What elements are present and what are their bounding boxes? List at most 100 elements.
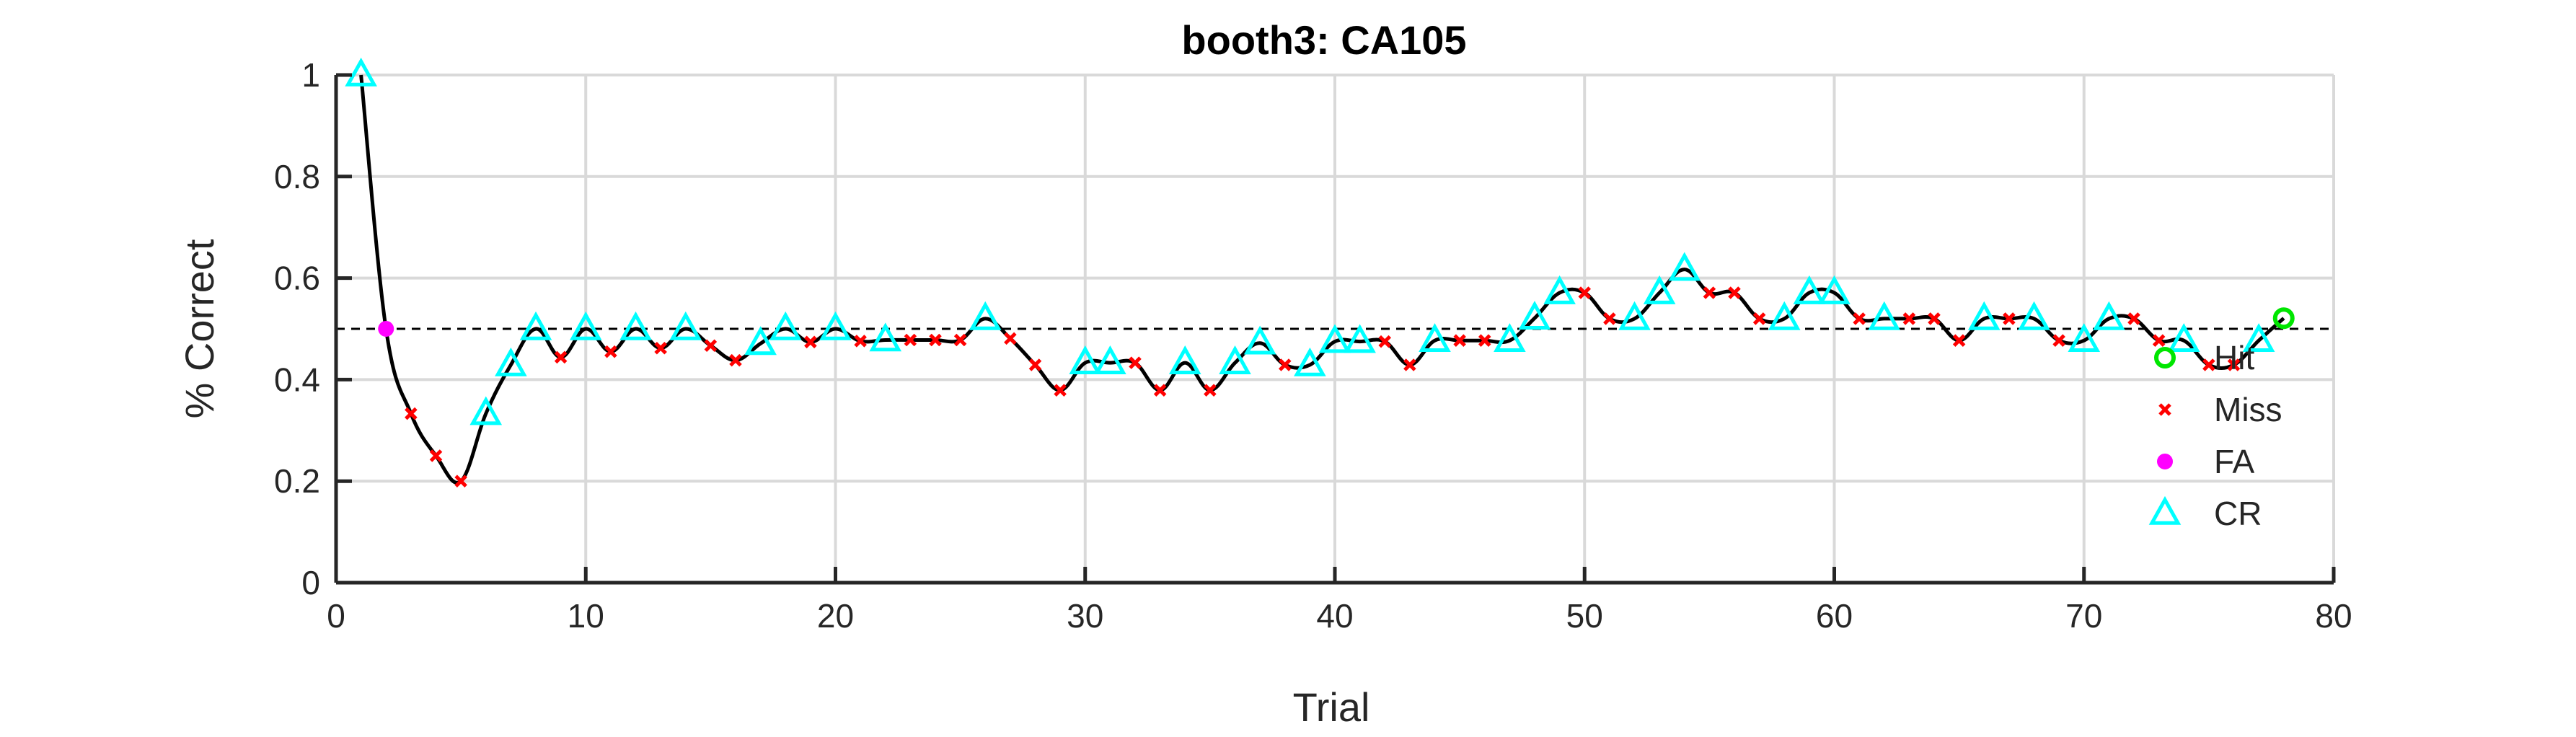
miss-stroke: [1478, 334, 1491, 347]
miss-marker: [2202, 358, 2215, 371]
miss-marker: [854, 335, 867, 348]
miss-marker: [1728, 286, 1741, 299]
miss-stroke: [604, 345, 617, 358]
cr-marker: [1094, 345, 1126, 374]
cr-marker: [2167, 323, 2200, 352]
cr-marker: [2018, 301, 2050, 330]
miss-marker: [1902, 312, 1916, 325]
cr-marker: [1543, 275, 1576, 304]
miss-marker: [1752, 312, 1766, 325]
legend-label: FA: [2214, 443, 2255, 480]
miss-stroke: [854, 335, 867, 348]
legend-label: Miss: [2214, 391, 2282, 428]
cr-marker: [345, 57, 377, 87]
cr-marker: [669, 311, 702, 340]
miss-marker: [929, 333, 942, 347]
miss-stroke: [929, 333, 942, 347]
x-tick-label: 80: [2315, 597, 2352, 635]
cr-marker: [1318, 324, 1351, 353]
cr-marker: [2068, 323, 2101, 352]
x-tick-labels: 0 10 20 30 40 50 60 70 80: [327, 597, 2352, 635]
x-tick-label: 50: [1566, 597, 1603, 635]
cr-marker: [2093, 301, 2125, 330]
cr-marker: [869, 322, 902, 352]
miss-marker: [1153, 384, 1167, 397]
miss-marker: [604, 345, 617, 358]
miss-marker: [1028, 358, 1042, 371]
y-tick-label: 0.6: [274, 260, 320, 297]
cr-marker: [1793, 275, 1826, 304]
cr-marker: [619, 311, 652, 340]
miss-marker: [554, 350, 568, 364]
hit-legend-marker: [2154, 347, 2176, 368]
miss-marker: [1603, 312, 1616, 325]
miss-stroke: [2052, 334, 2065, 347]
miss-stroke: [729, 353, 742, 367]
miss-marker: [1928, 312, 1941, 325]
chart-title: booth3: CA105: [1181, 17, 1466, 63]
miss-stroke: [1703, 286, 1716, 299]
miss-stroke: [1752, 312, 1766, 325]
miss-marker: [904, 333, 917, 347]
miss-stroke: [1728, 286, 1741, 299]
miss-stroke: [1204, 384, 1217, 397]
miss-marker: [953, 333, 967, 347]
x-tick-label: 40: [1316, 597, 1353, 635]
cr-marker: [1168, 345, 1201, 374]
miss-stroke: [804, 335, 817, 349]
x-tick-label: 60: [1816, 597, 1853, 635]
x-tick-label: 20: [817, 597, 854, 635]
cr-marker: [569, 311, 602, 340]
miss-marker: [454, 475, 467, 487]
miss-stroke: [1952, 334, 1966, 347]
miss-marker: [1004, 332, 1017, 345]
miss-stroke: [1578, 286, 1592, 299]
miss-marker: [2052, 334, 2065, 347]
cr-marker: [769, 311, 802, 340]
cr-marker: [469, 396, 503, 425]
y-tick-label: 0.4: [274, 361, 320, 398]
cr-marker: [1243, 325, 1276, 355]
markers: [345, 57, 2295, 487]
miss-marker: [1129, 356, 1142, 369]
miss-stroke: [2152, 334, 2166, 347]
cr-legend-marker: [2148, 495, 2182, 525]
cr-marker: [1768, 301, 1801, 330]
miss-stroke: [953, 333, 967, 347]
miss-legend-marker: [2158, 403, 2171, 416]
miss-marker: [2127, 312, 2140, 325]
miss-stroke: [1603, 312, 1616, 325]
miss-marker: [1204, 384, 1217, 397]
miss-stroke: [429, 449, 443, 462]
y-tick-label: 0.8: [274, 158, 320, 195]
cr-marker: [1668, 252, 1701, 281]
cr-marker: [1344, 324, 1376, 353]
y-tick-label: 1: [301, 56, 320, 94]
miss-stroke: [1054, 384, 1067, 397]
cr-marker: [1419, 323, 1451, 352]
cr-marker: [969, 301, 1002, 330]
cr-marker: [1069, 345, 1102, 374]
x-tick-label: 10: [568, 597, 604, 635]
miss-marker: [1453, 334, 1466, 347]
miss-marker: [1703, 286, 1716, 299]
miss-stroke: [1928, 312, 1941, 325]
miss-stroke: [704, 339, 718, 352]
cr-marker: [1868, 301, 1901, 330]
miss-stroke: [1004, 332, 1017, 345]
legend: Hit Miss FA CR: [2148, 339, 2282, 532]
miss-marker: [2152, 334, 2166, 347]
miss-stroke: [1378, 335, 1392, 348]
miss-marker: [429, 449, 443, 462]
miss-marker: [1054, 384, 1067, 397]
miss-stroke: [1028, 358, 1042, 371]
cr-marker: [2242, 323, 2275, 352]
x-tick-label: 0: [327, 597, 345, 635]
miss-stroke: [1278, 358, 1292, 371]
miss-marker: [704, 339, 718, 352]
miss-marker: [2003, 312, 2016, 325]
miss-stroke: [2202, 358, 2215, 371]
miss-stroke: [2227, 358, 2241, 371]
miss-stroke: [1153, 384, 1167, 397]
